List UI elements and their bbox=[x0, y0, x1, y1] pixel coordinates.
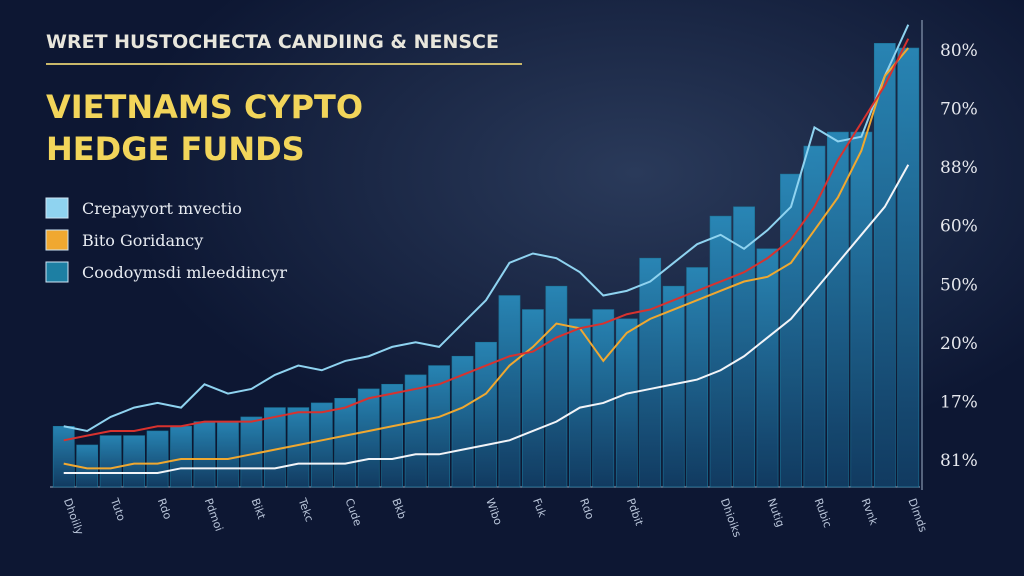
bar bbox=[52, 425, 75, 488]
bar bbox=[897, 47, 920, 488]
bar bbox=[475, 341, 497, 488]
bar bbox=[99, 435, 122, 488]
legend-swatch bbox=[45, 197, 69, 219]
subtitle: WRET HUSTOCHECTA CANDIING & NENSCE bbox=[46, 31, 499, 53]
axis-label: 20% bbox=[940, 334, 978, 354]
bar bbox=[217, 421, 239, 488]
bar bbox=[170, 425, 192, 488]
line bbox=[63, 24, 910, 433]
bar bbox=[803, 145, 826, 488]
title-line: HEDGE FUNDS bbox=[46, 130, 305, 168]
legend-label: Bito Goridancy bbox=[82, 231, 203, 250]
legend-swatch bbox=[45, 261, 69, 283]
legend-label: Crepayyort mvectio bbox=[82, 199, 242, 218]
axis-label: 50% bbox=[940, 275, 978, 295]
bar bbox=[498, 295, 521, 488]
bar bbox=[522, 309, 544, 488]
bar bbox=[310, 402, 333, 488]
bar bbox=[123, 435, 145, 488]
bar bbox=[568, 318, 591, 488]
bar bbox=[592, 309, 615, 488]
axis-label: 60% bbox=[940, 217, 978, 237]
bar bbox=[334, 397, 357, 488]
bar bbox=[850, 131, 873, 488]
axis-label: 88% bbox=[940, 158, 978, 178]
bar bbox=[686, 267, 708, 488]
bar bbox=[146, 430, 169, 488]
line bbox=[63, 47, 910, 470]
x-tick-label: Fuk bbox=[530, 497, 549, 520]
bar bbox=[756, 248, 779, 488]
line bbox=[63, 38, 910, 442]
axis-label: 17% bbox=[940, 392, 978, 412]
bar bbox=[827, 131, 849, 488]
bar bbox=[545, 285, 568, 488]
bar bbox=[451, 355, 474, 488]
bar bbox=[193, 421, 216, 488]
legend-label: Coodoymsdi mleeddincyr bbox=[82, 263, 287, 282]
bar bbox=[873, 43, 896, 488]
line bbox=[63, 164, 910, 474]
legend-swatch bbox=[45, 229, 69, 251]
axis-label: 81% bbox=[940, 451, 978, 471]
bar bbox=[381, 383, 404, 488]
bar bbox=[357, 388, 380, 488]
bar bbox=[428, 365, 450, 488]
axis-label: 80% bbox=[940, 41, 978, 61]
axis-label: 70% bbox=[940, 100, 978, 120]
title-line: VIETNAMS CYPTO bbox=[46, 88, 363, 126]
bar bbox=[404, 374, 427, 488]
bar bbox=[709, 215, 732, 488]
bar bbox=[615, 318, 638, 488]
bar bbox=[780, 173, 802, 488]
bar bbox=[639, 257, 662, 488]
